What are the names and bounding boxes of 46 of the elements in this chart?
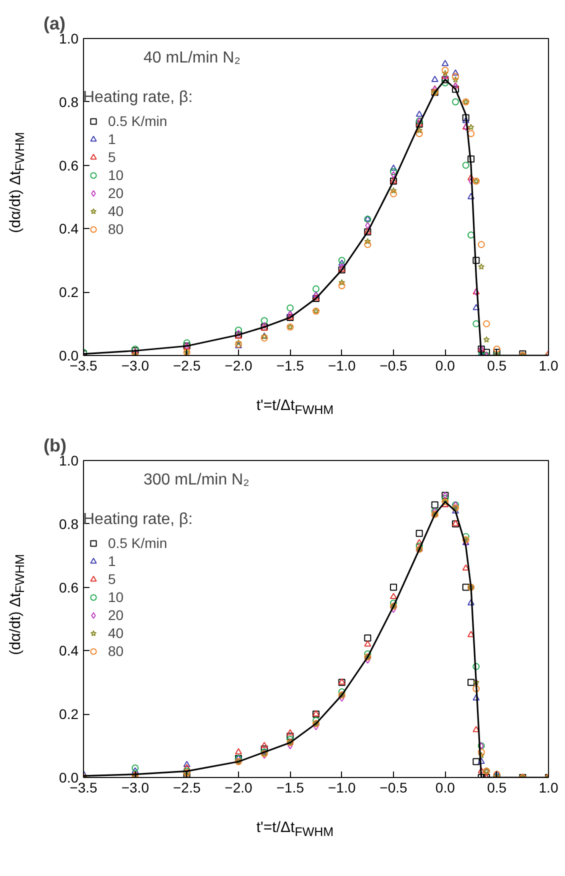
x-axis-title: t'=t/Δt$_{FWHM}$ xyxy=(256,396,334,419)
x-tick-label: −1.0 xyxy=(328,780,356,796)
legend-label: 5 xyxy=(108,570,117,588)
legend-title: Heating rate, β: xyxy=(83,89,193,107)
y-tick-label: 0.4 xyxy=(59,642,79,659)
legend-label: 0.5 K/min xyxy=(108,112,168,130)
x-tick-label: 0.5 xyxy=(487,358,507,374)
x-tick-label: −3.0 xyxy=(121,780,150,796)
x-tick-label: 0.0 xyxy=(435,780,456,796)
annotation: 300 mL/min N₂ xyxy=(144,472,250,488)
legend-label: 80 xyxy=(108,642,125,660)
x-tick-label: −0.5 xyxy=(380,780,408,796)
x-tick-label: 0.5 xyxy=(487,780,507,796)
legend-label: 20 xyxy=(108,606,125,624)
x-tick-label: 0.0 xyxy=(435,358,456,374)
x-tick-label: −2.0 xyxy=(224,780,253,796)
x-tick-label: 1.0 xyxy=(538,358,558,374)
x-tick-label: −2.5 xyxy=(173,358,201,374)
y-tick-label: 0.2 xyxy=(59,706,79,722)
x-tick-label: −1.5 xyxy=(276,780,304,796)
x-tick-label: −2.5 xyxy=(173,780,201,796)
x-tick-label: −1.0 xyxy=(328,358,356,374)
annotation: 40 mL/min N₂ xyxy=(144,50,240,66)
legend-label: 10 xyxy=(108,588,125,606)
y-tick-label: 0.4 xyxy=(59,220,79,237)
legend-label: 0.5 K/min xyxy=(108,534,168,552)
legend-title: Heating rate, β: xyxy=(83,511,193,529)
legend-label: 20 xyxy=(108,184,125,202)
legend-label: 5 xyxy=(108,148,117,166)
x-tick-label: −1.5 xyxy=(276,358,304,374)
y-tick-label: 0.6 xyxy=(59,157,79,174)
y-tick-label: 0.8 xyxy=(59,94,79,110)
legend-label: 80 xyxy=(108,220,125,238)
x-tick-label: 1.0 xyxy=(538,780,558,796)
legend-label: 40 xyxy=(108,202,125,220)
legend-label: 10 xyxy=(108,166,125,184)
legend-label: 1 xyxy=(108,552,117,570)
legend-label: 1 xyxy=(108,130,117,148)
x-tick-label: −2.0 xyxy=(224,358,253,374)
y-tick-label: 0.6 xyxy=(59,579,79,596)
x-axis-title: t'=t/Δt$_{FWHM}$ xyxy=(256,818,334,841)
y-tick-label: 0.2 xyxy=(59,284,79,300)
x-tick-label: −3.0 xyxy=(121,358,150,374)
x-tick-label: −0.5 xyxy=(380,358,408,374)
legend-label: 40 xyxy=(108,624,125,642)
y-tick-label: 0.8 xyxy=(59,516,79,532)
